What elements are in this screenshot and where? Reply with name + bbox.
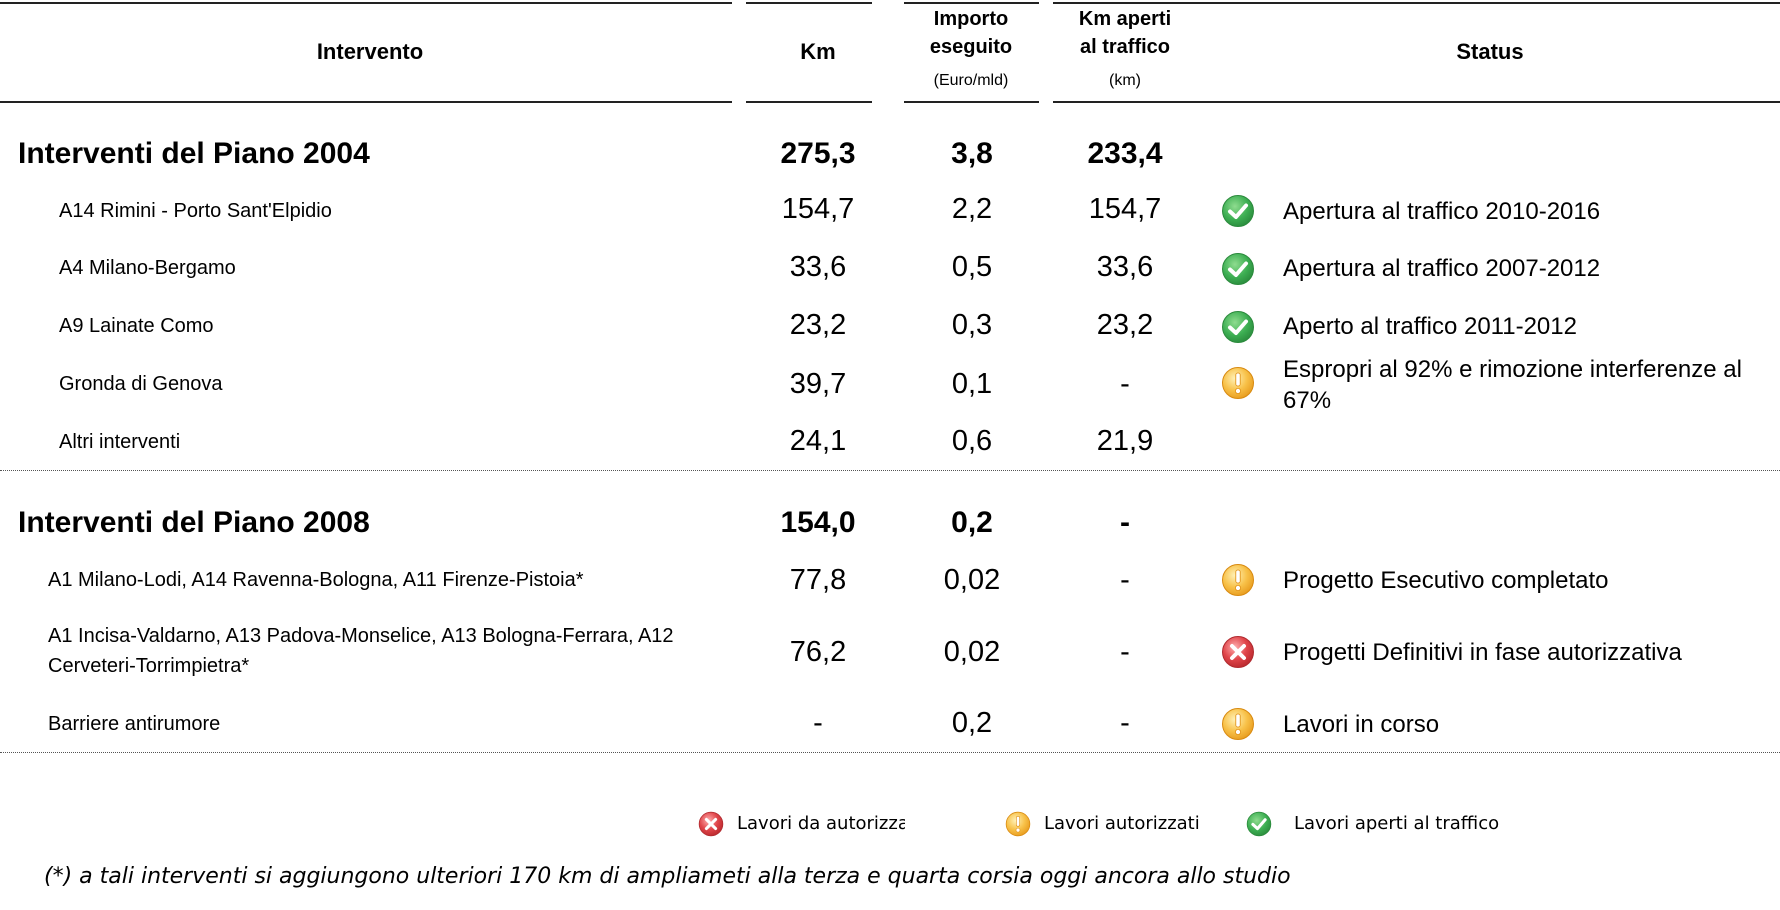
header-intervento: Intervento bbox=[316, 39, 424, 64]
legend-orange-label: Lavori autorizzati bbox=[1044, 813, 1200, 834]
check-icon bbox=[1246, 811, 1272, 837]
row-label: A1 Milano-Lodi, A14 Ravenna-Bologna, A11… bbox=[48, 569, 584, 591]
group-importo: 0,2 bbox=[951, 506, 993, 539]
warning-icon bbox=[1221, 563, 1255, 597]
row-km: 24,1 bbox=[789, 425, 847, 457]
row-status: Apertura al traffico 2007-2012 bbox=[1283, 255, 1601, 282]
row-km-aperti: 154,7 bbox=[1088, 193, 1162, 225]
header-bottom-rule-right bbox=[1053, 101, 1780, 103]
group-divider bbox=[0, 470, 1780, 471]
row-km: 23,2 bbox=[789, 309, 847, 341]
header-km: Km bbox=[800, 39, 836, 64]
row-importo: 2,2 bbox=[951, 193, 993, 225]
row-label: A9 Lainate Como bbox=[59, 315, 214, 337]
group-title: Interventi del Piano 2004 bbox=[18, 137, 370, 170]
row-km-aperti: - bbox=[1120, 636, 1130, 668]
header-kmaperti-line1: Km aperti bbox=[1078, 8, 1172, 30]
row-label: A1 Incisa-Valdarno, A13 Padova-Monselice… bbox=[48, 625, 674, 677]
row-km: - bbox=[813, 707, 823, 739]
row-label: Barriere antirumore bbox=[48, 713, 221, 735]
row-label: Gronda di Genova bbox=[59, 373, 223, 395]
warning-icon bbox=[1221, 366, 1255, 400]
row-label: Altri interventi bbox=[59, 431, 181, 453]
group-km: 275,3 bbox=[780, 137, 856, 170]
row-label: A4 Milano-Bergamo bbox=[59, 257, 236, 279]
row-status: Apertura al traffico 2010-2016 bbox=[1283, 198, 1601, 225]
header-kmaperti-line2: al traffico bbox=[1079, 36, 1171, 58]
row-status: Progetti Definitivi in fase autorizzativ… bbox=[1283, 639, 1682, 666]
warning-icon bbox=[1005, 811, 1031, 837]
row-importo: 0,5 bbox=[951, 251, 993, 283]
row-importo: 0,02 bbox=[943, 564, 1001, 596]
group-km-aperti: 233,4 bbox=[1087, 137, 1163, 170]
row-km: 33,6 bbox=[789, 251, 847, 283]
group-km: 154,0 bbox=[780, 506, 856, 539]
header-bottom-rule-importo bbox=[904, 101, 1039, 103]
row-importo: 0,02 bbox=[943, 636, 1001, 668]
header-top-rule-km bbox=[746, 2, 872, 4]
check-icon bbox=[1221, 252, 1255, 286]
group-km-aperti: - bbox=[1120, 506, 1130, 539]
row-km-aperti: 21,9 bbox=[1096, 425, 1154, 457]
header-top-rule bbox=[0, 2, 732, 4]
legend-red-label: Lavori da autorizzai bbox=[737, 813, 905, 834]
header-importo-line1: Importo bbox=[933, 8, 1009, 30]
group-title: Interventi del Piano 2008 bbox=[18, 506, 370, 539]
row-importo: 0,1 bbox=[951, 368, 993, 400]
row-status: Lavori in corso bbox=[1283, 711, 1440, 738]
row-km: 77,8 bbox=[789, 564, 847, 596]
row-km-aperti: - bbox=[1120, 368, 1130, 400]
header-status: Status bbox=[1456, 39, 1524, 64]
header-importo-unit: (Euro/mld) bbox=[933, 72, 1009, 89]
row-km: 76,2 bbox=[789, 636, 847, 668]
cross-icon bbox=[698, 811, 724, 837]
header-importo-line2: eseguito bbox=[929, 36, 1013, 58]
warning-icon bbox=[1221, 707, 1255, 741]
group-importo: 3,8 bbox=[951, 137, 993, 170]
footnote: (*) a tali interventi si aggiungono ulte… bbox=[44, 864, 1291, 889]
table-bottom-divider bbox=[0, 752, 1780, 753]
row-km-aperti: - bbox=[1120, 707, 1130, 739]
cross-icon bbox=[1221, 635, 1255, 669]
row-status: Progetto Esecutivo completato bbox=[1283, 567, 1609, 594]
header-top-rule-importo bbox=[904, 2, 1039, 4]
row-km-aperti: - bbox=[1120, 564, 1130, 596]
row-status: Aperto al traffico 2011-2012 bbox=[1283, 313, 1577, 340]
header-kmaperti-unit: (km) bbox=[1109, 72, 1141, 89]
row-importo: 0,2 bbox=[951, 707, 993, 739]
row-importo: 0,6 bbox=[951, 425, 993, 457]
legend-green-label: Lavori aperti al traffico bbox=[1294, 813, 1500, 834]
row-km-aperti: 23,2 bbox=[1096, 309, 1154, 341]
row-importo: 0,3 bbox=[951, 309, 993, 341]
header-bottom-rule bbox=[0, 101, 732, 103]
check-icon bbox=[1221, 310, 1255, 344]
row-label: A14 Rimini - Porto Sant'Elpidio bbox=[59, 200, 332, 222]
header-top-rule-right bbox=[1053, 2, 1780, 4]
row-km: 154,7 bbox=[781, 193, 855, 225]
header-bottom-rule-km bbox=[746, 101, 872, 103]
row-km-aperti: 33,6 bbox=[1096, 251, 1154, 283]
row-km: 39,7 bbox=[789, 368, 847, 400]
row-status: Espropri al 92% e rimozione interferenze… bbox=[1283, 356, 1742, 414]
check-icon bbox=[1221, 194, 1255, 228]
